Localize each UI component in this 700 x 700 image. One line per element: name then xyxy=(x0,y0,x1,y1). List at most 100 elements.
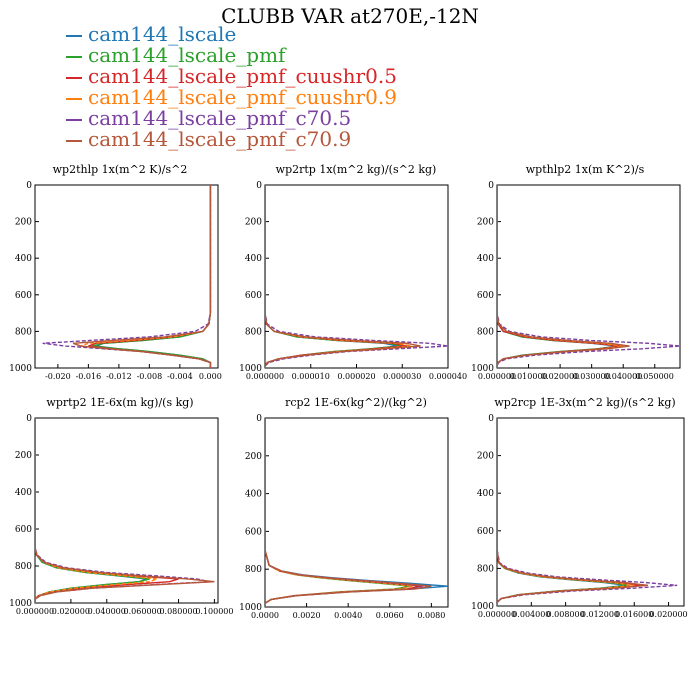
legend-label: cam144_lscale_pmf_cuushr0.5 xyxy=(88,64,397,88)
x-tick-label: 0.0060 xyxy=(376,611,404,620)
y-tick-label: 400 xyxy=(477,489,494,499)
legend-item: cam144_lscale xyxy=(66,24,397,45)
x-tick-label: -0.012 xyxy=(106,372,132,381)
chart-panel: wprtp2 1E-6x(m kg)/(s kg) 0 200 400 600 800 10… xyxy=(9,396,233,616)
x-tick-label: 0.080000 xyxy=(159,607,197,616)
x-tick-label: 0.000000 xyxy=(478,610,516,619)
x-tick-label: -0.020 xyxy=(45,372,71,381)
series-line xyxy=(35,418,211,603)
y-tick-label: 400 xyxy=(477,254,494,264)
x-tick-label: 0.000 xyxy=(199,372,222,381)
legend-item: cam144_lscale_pmf_c70.9 xyxy=(66,129,397,150)
y-tick-label: 600 xyxy=(15,525,32,535)
legend-swatch xyxy=(66,139,82,142)
x-tick-label: 0.0020 xyxy=(293,611,321,620)
chart-panel: wp2rcp 1E-3x(m^2 kg)/(s^2 kg)0 200 400 600 8… xyxy=(471,396,688,619)
y-tick-label: 400 xyxy=(15,254,32,264)
series-line xyxy=(497,185,680,368)
x-tick-label: -0.008 xyxy=(137,372,163,381)
y-tick-label: 800 xyxy=(245,327,262,337)
y-tick-label: 800 xyxy=(477,327,494,337)
panel-title: wp2thlp 1x(m^2 K)/s^2 xyxy=(53,163,188,176)
y-tick-label: 800 xyxy=(245,565,262,575)
plot-frame xyxy=(264,417,449,608)
legend-item: cam144_lscale_pmf_c70.5 xyxy=(66,108,397,129)
plot-frame xyxy=(496,417,685,607)
x-tick-label: 0.000020 xyxy=(337,372,375,381)
legend-label: cam144_lscale_pmf_c70.5 xyxy=(88,106,352,130)
y-tick-label: 200 xyxy=(245,452,262,462)
x-tick-label: 0.020000 xyxy=(52,607,90,616)
legend: cam144_lscale cam144_lscale_pmf cam144_lsc… xyxy=(66,24,397,150)
x-tick-label: 0.000030 xyxy=(383,372,421,381)
legend-swatch xyxy=(66,118,82,121)
y-tick-label: 0 xyxy=(26,181,32,191)
x-tick-label: 0.0080 xyxy=(417,611,445,620)
y-tick-label: 600 xyxy=(245,527,262,537)
x-tick-label: 0.040000 xyxy=(604,372,642,381)
chart-panel: wp2rtp 1x(m^2 kg)/(s^2 kg) 0 200 400 600 800 1… xyxy=(239,163,467,381)
y-tick-label: 1000 xyxy=(239,603,262,613)
y-tick-label: 800 xyxy=(15,562,32,572)
series-line xyxy=(497,185,630,368)
series-line xyxy=(265,185,448,368)
panel-title: rcp2 1E-6x(kg^2)/(kg^2) xyxy=(285,396,427,409)
y-tick-label: 0 xyxy=(488,181,494,191)
y-tick-label: 1000 xyxy=(471,364,494,374)
x-tick-label: 0.030000 xyxy=(573,372,611,381)
x-tick-label: 0.050000 xyxy=(636,372,674,381)
series-line xyxy=(72,185,212,368)
plot-frame xyxy=(34,184,219,369)
x-tick-label: 0.0000 xyxy=(251,611,279,620)
x-tick-label: 0.000000 xyxy=(246,372,284,381)
panel-title: wprtp2 1E-6x(m kg)/(s kg) xyxy=(46,396,193,409)
y-tick-label: 400 xyxy=(245,490,262,500)
y-tick-label: 200 xyxy=(15,218,32,228)
x-tick-label: 0.000040 xyxy=(429,372,467,381)
x-tick-label: 0.020000 xyxy=(649,610,687,619)
legend-label: cam144_lscale_pmf_c70.9 xyxy=(88,127,352,151)
x-tick-label: 0.008000 xyxy=(547,610,585,619)
legend-label: cam144_lscale xyxy=(88,22,237,46)
x-tick-label: 0.060000 xyxy=(124,607,162,616)
x-tick-label: 0.020000 xyxy=(541,372,579,381)
y-tick-label: 200 xyxy=(15,451,32,461)
y-tick-label: 0 xyxy=(256,414,262,424)
legend-swatch xyxy=(66,76,82,79)
y-tick-label: 0 xyxy=(26,414,32,424)
y-tick-label: 200 xyxy=(477,218,494,228)
y-tick-label: 800 xyxy=(15,327,32,337)
series-line xyxy=(35,418,158,603)
x-tick-label: 0.016000 xyxy=(615,610,653,619)
panel-title: wpthlp2 1x(m K^2)/s xyxy=(526,163,645,176)
x-tick-label: 0.0040 xyxy=(334,611,362,620)
legend-item: cam144_lscale_pmf_cuushr0.5 xyxy=(66,66,397,87)
y-tick-label: 1000 xyxy=(471,602,494,612)
figure-title: CLUBB VAR at270E,-12N xyxy=(221,4,479,28)
legend-label: cam144_lscale_pmf_cuushr0.9 xyxy=(88,85,397,109)
panel-title: wp2rcp 1E-3x(m^2 kg)/(s^2 kg) xyxy=(494,396,675,409)
chart-panel: wpthlp2 1x(m K^2)/s 0 200 400 600 800 10000.00… xyxy=(471,163,681,381)
x-tick-label: 0.000000 xyxy=(478,372,516,381)
x-tick-label: -0.004 xyxy=(167,372,193,381)
series-line xyxy=(497,418,678,606)
legend-swatch xyxy=(66,55,82,58)
series-line xyxy=(265,185,403,368)
y-tick-label: 400 xyxy=(245,254,262,264)
series-line xyxy=(497,185,621,368)
series-line xyxy=(265,185,421,368)
x-tick-label: 0.100000 xyxy=(195,607,233,616)
y-tick-label: 600 xyxy=(245,291,262,301)
x-tick-label: 0.012000 xyxy=(581,610,619,619)
y-tick-label: 800 xyxy=(477,564,494,574)
y-tick-label: 600 xyxy=(477,291,494,301)
y-tick-label: 400 xyxy=(15,488,32,498)
x-tick-label: -0.016 xyxy=(76,372,102,381)
y-tick-label: 600 xyxy=(477,527,494,537)
series-line xyxy=(265,418,448,607)
series-line xyxy=(265,418,432,607)
y-tick-label: 200 xyxy=(245,218,262,228)
legend-item: cam144_lscale_pmf xyxy=(66,45,397,66)
y-tick-label: 600 xyxy=(15,291,32,301)
